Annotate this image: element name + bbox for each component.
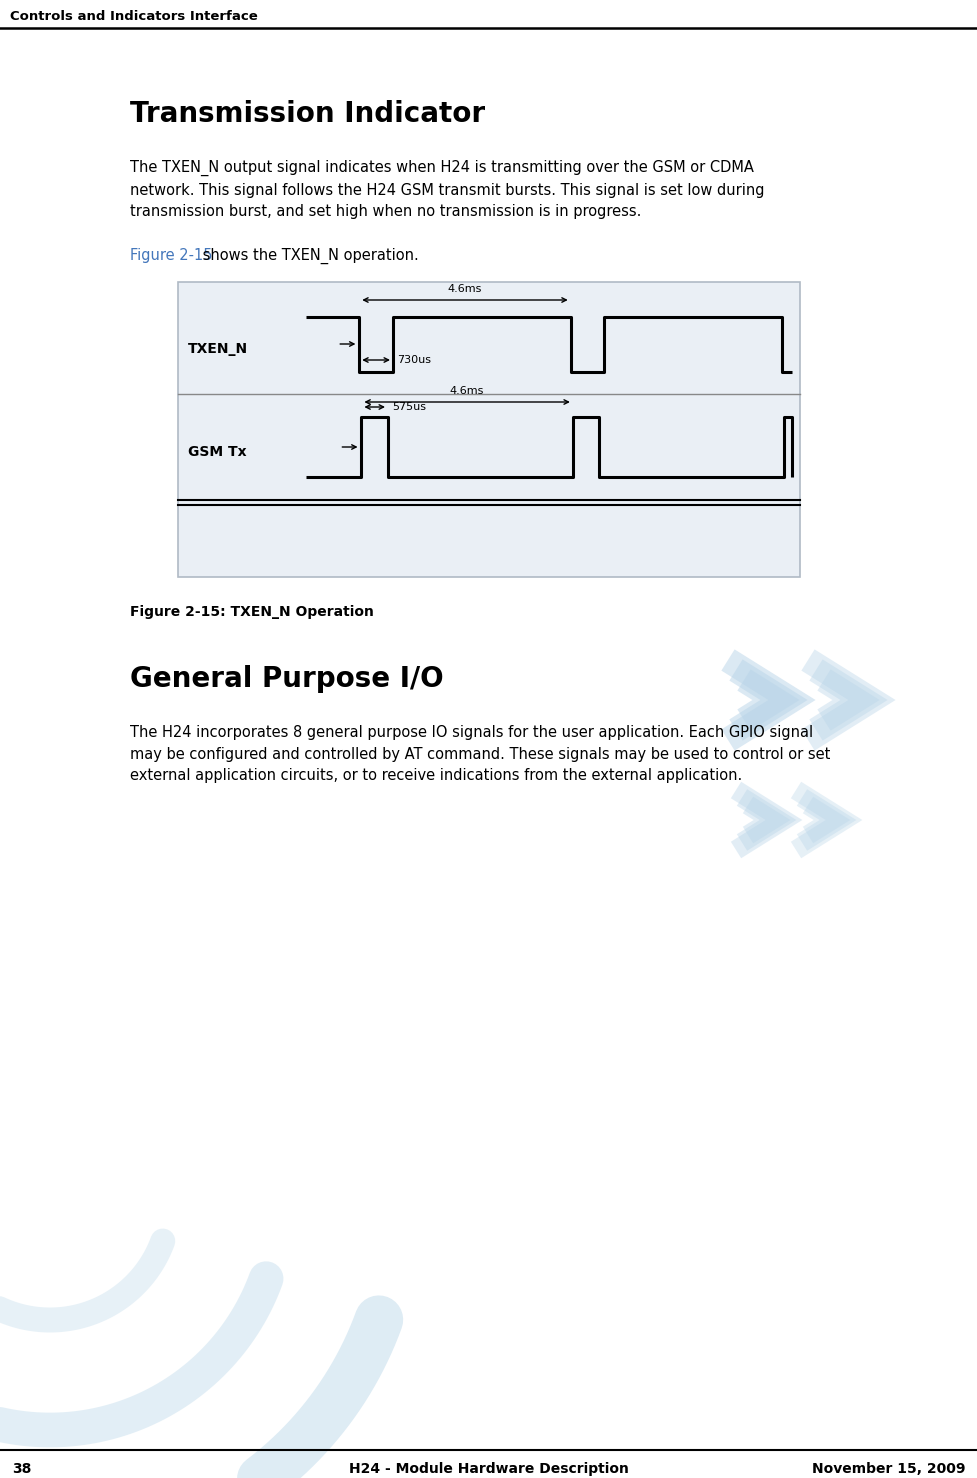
Text: GSM Tx: GSM Tx: [188, 445, 246, 460]
Text: Transmission Indicator: Transmission Indicator: [130, 101, 485, 129]
Text: General Purpose I/O: General Purpose I/O: [130, 665, 444, 693]
Text: 38: 38: [12, 1462, 31, 1477]
Text: 4.6ms: 4.6ms: [447, 284, 482, 294]
Text: The H24 incorporates 8 general purpose IO signals for the user application. Each: The H24 incorporates 8 general purpose I…: [130, 726, 829, 783]
FancyBboxPatch shape: [178, 282, 799, 576]
Text: TXEN_N: TXEN_N: [188, 341, 248, 356]
Text: 575us: 575us: [392, 402, 425, 412]
Text: November 15, 2009: November 15, 2009: [812, 1462, 965, 1477]
Text: The TXEN_N output signal indicates when H24 is transmitting over the GSM or CDMA: The TXEN_N output signal indicates when …: [130, 160, 764, 219]
Text: Figure 2-15: Figure 2-15: [130, 248, 212, 263]
Text: 4.6ms: 4.6ms: [449, 386, 484, 396]
Text: H24 - Module Hardware Description: H24 - Module Hardware Description: [349, 1462, 628, 1477]
Text: Figure 2-15: TXEN_N Operation: Figure 2-15: TXEN_N Operation: [130, 605, 373, 619]
Text: 730us: 730us: [397, 355, 431, 365]
Text: shows the TXEN_N operation.: shows the TXEN_N operation.: [197, 248, 418, 265]
Text: Controls and Indicators Interface: Controls and Indicators Interface: [10, 10, 258, 24]
